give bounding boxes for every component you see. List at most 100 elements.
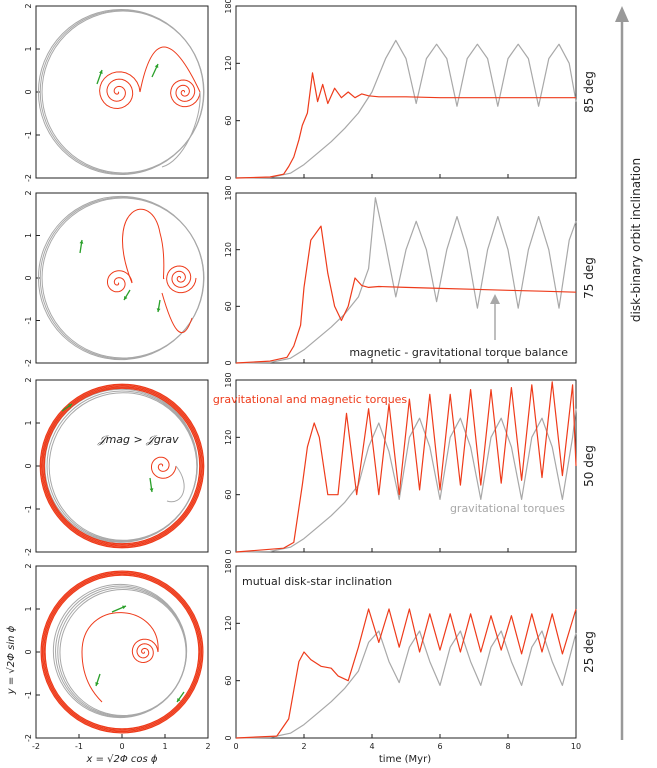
y-tick-label: 0 [24, 463, 33, 468]
time-axis-label: time (Myr) [379, 754, 431, 765]
x-tick-label: -1 [75, 742, 83, 751]
red-series-line [235, 381, 577, 553]
inclination-label: 25 deg [582, 631, 596, 673]
left-x-axis-label: x = √2Φ cos ϕ [85, 754, 157, 765]
torque-balance-annotation: magnetic - gravitational torque balance [349, 346, 568, 359]
y-tick-label: 0 [224, 549, 233, 554]
green-arrow-head [122, 605, 126, 610]
y-tick-label: 180 [224, 185, 233, 200]
y-tick-label: 180 [224, 372, 233, 387]
y-tick-label: 1 [24, 46, 33, 51]
y-tick-label: 2 [24, 377, 33, 382]
gray-orbit [39, 9, 205, 175]
y-tick-label: 120 [224, 242, 233, 257]
gray-orbit [59, 588, 187, 717]
mutual-inclination-annotation: mutual disk-star inclination [242, 575, 392, 588]
y-tick-label: 120 [224, 616, 233, 631]
gray-series-line [235, 197, 577, 364]
y-tick-label: -2 [24, 174, 33, 182]
red-spiral [107, 270, 133, 293]
y-tick-label: 0 [224, 175, 233, 180]
phase-panel-frame [35, 565, 209, 739]
y-tick-label: 120 [224, 430, 233, 445]
gray-orbit [48, 392, 198, 541]
time-panel-frame [235, 192, 577, 364]
jmag-jgrav-annotation: 𝒥mag > 𝒥grav [97, 433, 179, 446]
y-tick-label: 0 [24, 275, 33, 280]
green-arrow-head [95, 682, 99, 686]
time-panel-4: 0 60 120 180 0 2 4 6 8 10 25 deg [224, 558, 596, 751]
x-tick-label: 0 [119, 742, 124, 751]
phase-panel-2: -2 -1 0 1 2 [24, 190, 209, 367]
y-tick-label: 60 [224, 116, 233, 126]
time-panel-frame [235, 565, 577, 739]
x-tick-label: 1 [162, 742, 167, 751]
red-orbit [43, 573, 201, 731]
red-spiral [151, 456, 177, 479]
side-arrow-head [615, 6, 629, 22]
red-orbit [43, 387, 201, 545]
red-spiral [166, 265, 197, 294]
green-arrow-head [79, 240, 84, 244]
red-spiral [170, 79, 201, 108]
inclination-label: 75 deg [582, 257, 596, 299]
phase-panel-4: -2 -1 0 1 2 -2 -1 0 1 2 [24, 563, 211, 751]
red-orbit [40, 570, 204, 734]
x-tick-label: 4 [369, 742, 374, 751]
y-tick-label: 0 [24, 649, 33, 654]
red-spiral [99, 71, 141, 110]
y-tick-label: -1 [24, 691, 33, 699]
y-tick-label: -2 [24, 548, 33, 556]
y-tick-label: 2 [24, 190, 33, 195]
x-tick-label: 6 [437, 742, 442, 751]
grav-torques-annotation: gravitational torques [450, 502, 565, 515]
red-trajectory [161, 292, 193, 333]
x-tick-label: 10 [571, 742, 581, 751]
green-arrow-head [68, 404, 72, 408]
green-arrow-head [149, 488, 154, 492]
grav-mag-torques-line: gravitational and magnetic torques [213, 393, 408, 406]
x-tick-label: 8 [505, 742, 510, 751]
phase-panel-frame [35, 5, 209, 179]
red-trajectory [81, 612, 159, 703]
y-tick-label: 1 [24, 233, 33, 238]
left-y-axis-label: y = √2Φ sin ϕ [6, 625, 17, 695]
red-series-line [235, 608, 577, 739]
time-panel-1: 0 60 120 180 85 deg [224, 0, 596, 181]
phase-panel-3: -2 -1 0 1 2 [24, 377, 209, 556]
red-series-line [235, 225, 577, 364]
side-axis-label: disk-binary orbit inclination [629, 158, 643, 322]
y-tick-label: 120 [224, 56, 233, 71]
time-panel-2: 0 60 120 180 75 deg [224, 185, 596, 365]
y-tick-label: 180 [224, 558, 233, 573]
red-orbit [41, 571, 203, 733]
y-tick-label: -1 [24, 505, 33, 513]
gray-trajectory [161, 91, 201, 168]
y-tick-label: 2 [24, 563, 33, 568]
gray-orbit [41, 197, 205, 359]
red-orbit [39, 383, 205, 549]
inclination-label: 85 deg [582, 71, 596, 113]
torque-balance-arrow-head [490, 294, 500, 304]
y-tick-label: 60 [224, 676, 233, 686]
y-tick-label: -2 [24, 359, 33, 367]
gray-orbit [37, 8, 205, 176]
y-tick-label: -1 [24, 317, 33, 325]
red-orbit [40, 384, 204, 548]
phase-panel-frame [35, 379, 209, 553]
red-trajectory [122, 208, 165, 284]
red-series-line [235, 72, 576, 179]
green-arrow-head [177, 698, 181, 702]
y-tick-label: 1 [24, 420, 33, 425]
x-tick-label: 2 [301, 742, 306, 751]
gray-series-line [235, 630, 577, 739]
green-arrow-head [124, 296, 128, 300]
red-spiral [131, 638, 159, 664]
gray-orbit [41, 10, 205, 174]
time-panel-frame [235, 5, 577, 179]
y-tick-label: 180 [224, 0, 233, 14]
red-trajectory [139, 46, 201, 93]
gray-series-line [235, 408, 577, 553]
inclination-label: 50 deg [582, 445, 596, 487]
